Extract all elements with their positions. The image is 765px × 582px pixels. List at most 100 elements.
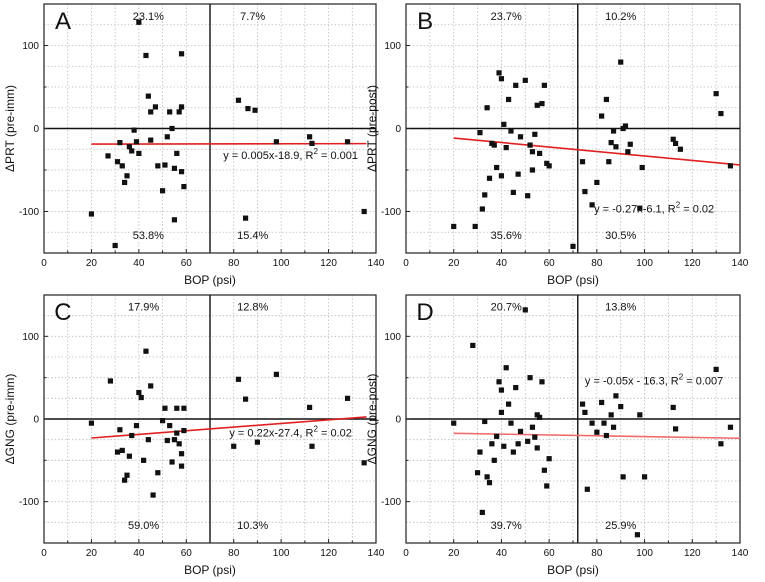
quadrant-bottom-left: 59.0% <box>128 520 159 532</box>
fit-equation-exponent: 2 <box>313 147 318 156</box>
data-point <box>515 441 521 447</box>
x-tick-label: 140 <box>368 258 385 269</box>
data-point <box>672 426 679 432</box>
x-axis-label: BOP (psi) <box>547 273 599 287</box>
y-axis-label: ΔGNG (pre-post) <box>365 374 379 465</box>
data-point <box>242 215 249 221</box>
data-point <box>307 134 313 140</box>
x-tick-label: 20 <box>448 548 460 559</box>
x-tick-label: 140 <box>732 258 749 269</box>
data-point <box>174 150 180 156</box>
data-point <box>171 217 178 223</box>
quadrant-top-left: 23.1% <box>133 11 164 23</box>
data-point <box>133 139 140 145</box>
panel-c: 0 20 40 60 80 100 120 140 -100 0 100 BOP (psi) ΔGNG … <box>3 294 385 577</box>
data-point <box>235 97 242 103</box>
data-point <box>171 165 178 171</box>
quadrant-top-right: 10.2% <box>605 11 636 23</box>
data-point <box>534 445 540 451</box>
data-point <box>451 223 457 230</box>
data-point <box>498 387 505 393</box>
data-point <box>129 148 135 154</box>
data-point <box>470 342 476 349</box>
data-point <box>501 443 507 449</box>
fit-line <box>453 432 741 440</box>
data-point <box>603 432 609 439</box>
data-point <box>589 420 595 426</box>
data-point <box>496 379 502 385</box>
x-tick-label: 60 <box>181 258 193 269</box>
data-point <box>171 437 178 443</box>
y-tick-label: 100 <box>384 41 401 52</box>
quadrant-top-left: 23.7% <box>491 11 522 23</box>
x-tick-label: 40 <box>133 258 145 269</box>
fit-equation-main: y = -0.27x-6.1, R <box>594 203 676 215</box>
data-point <box>618 404 624 410</box>
data-point <box>141 457 147 463</box>
fit-equation: y = 0.005x-18.9, R2 = 0.001 <box>223 147 358 162</box>
x-tick-label: 80 <box>228 258 240 269</box>
fit-line <box>453 137 741 166</box>
data-point <box>164 437 170 444</box>
data-point <box>124 472 130 478</box>
data-point <box>148 109 154 115</box>
data-point <box>155 163 161 169</box>
x-tick-label: 120 <box>320 548 337 559</box>
fit-equation: y = 0.22x-27.4, R2 = 0.02 <box>229 424 351 439</box>
data-point <box>491 142 497 148</box>
x-tick-label: 20 <box>86 548 98 559</box>
data-point <box>307 404 313 411</box>
data-point <box>639 164 645 171</box>
data-point <box>126 144 132 150</box>
data-point <box>489 441 495 447</box>
data-point <box>474 470 481 476</box>
data-point <box>539 101 545 107</box>
data-point <box>529 149 536 155</box>
fit-line <box>91 416 367 439</box>
x-tick-label: 60 <box>181 548 193 559</box>
data-point <box>484 105 490 111</box>
data-point <box>546 163 552 169</box>
grid <box>406 4 740 253</box>
data-point <box>532 434 538 440</box>
y-tick-label: -100 <box>19 497 39 508</box>
quadrant-bottom-left: 35.6% <box>491 230 522 242</box>
data-point <box>625 149 631 155</box>
data-point <box>174 430 180 436</box>
x-tick-label: 0 <box>403 258 409 269</box>
data-point <box>309 443 315 449</box>
data-point <box>486 175 493 181</box>
data-point <box>242 396 249 402</box>
data-point <box>513 384 519 391</box>
panel-d: 0 20 40 60 80 100 120 140 -100 0 100 BOP (psi) ΔGNG … <box>365 294 749 577</box>
data-point <box>517 428 524 434</box>
data-point <box>145 93 151 99</box>
data-point <box>513 82 519 88</box>
data-point <box>594 429 600 435</box>
x-tick-label: 100 <box>636 548 653 559</box>
data-point <box>181 405 187 411</box>
data-point <box>494 433 500 439</box>
data-point <box>613 144 619 150</box>
x-axis-label: BOP (psi) <box>184 273 236 287</box>
data-point <box>525 193 531 199</box>
x-tick-label: 0 <box>403 548 409 559</box>
y-axis-label: ΔGNG (pre-imm) <box>3 374 17 465</box>
data-point <box>496 70 502 76</box>
data-point <box>174 405 180 411</box>
x-tick-label: 60 <box>544 258 556 269</box>
data-point <box>477 449 483 455</box>
data-point <box>527 142 533 148</box>
x-tick-label: 20 <box>86 258 98 269</box>
data-point <box>608 412 614 418</box>
data-point <box>534 102 540 108</box>
grid <box>44 295 376 543</box>
x-tick-label: 40 <box>133 548 145 559</box>
data-point <box>594 179 600 186</box>
data-point <box>582 188 588 195</box>
data-point <box>178 169 185 175</box>
data-point <box>677 146 683 152</box>
quadrant-top-left: 20.7% <box>491 302 522 314</box>
x-tick-label: 140 <box>368 548 385 559</box>
y-tick-label: 0 <box>33 415 39 426</box>
